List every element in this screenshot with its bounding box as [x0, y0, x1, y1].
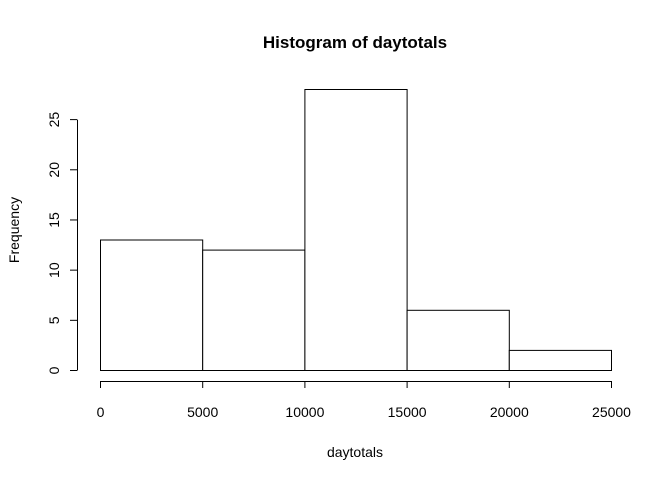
y-axis-title: Frequency: [6, 197, 22, 263]
x-tick-label: 0: [97, 404, 105, 420]
y-tick-label: 20: [46, 162, 62, 178]
histogram-bar: [202, 249, 306, 372]
y-tick-label: 5: [46, 316, 62, 324]
histogram-bar: [508, 349, 612, 371]
histogram-bar: [100, 239, 204, 371]
x-axis: 0 5000 10000 15000 20000 25000: [97, 381, 631, 420]
x-axis-title: daytotals: [327, 444, 383, 460]
y-tick-label: 10: [46, 262, 62, 278]
bars: [100, 89, 612, 372]
x-tick-label: 20000: [490, 404, 529, 420]
y-tick-label: 15: [46, 212, 62, 228]
y-axis: 0 5 10 15 20 25: [46, 112, 78, 374]
y-tick-label: 25: [46, 112, 62, 128]
histogram-bar: [406, 309, 510, 371]
x-tick-label: 5000: [187, 404, 218, 420]
x-tick-label: 15000: [388, 404, 427, 420]
y-tick-label: 0: [46, 366, 62, 374]
histogram-bar: [304, 89, 408, 371]
x-tick-label: 10000: [285, 404, 324, 420]
chart-title: Histogram of daytotals: [263, 33, 447, 52]
x-tick-label: 25000: [592, 404, 631, 420]
